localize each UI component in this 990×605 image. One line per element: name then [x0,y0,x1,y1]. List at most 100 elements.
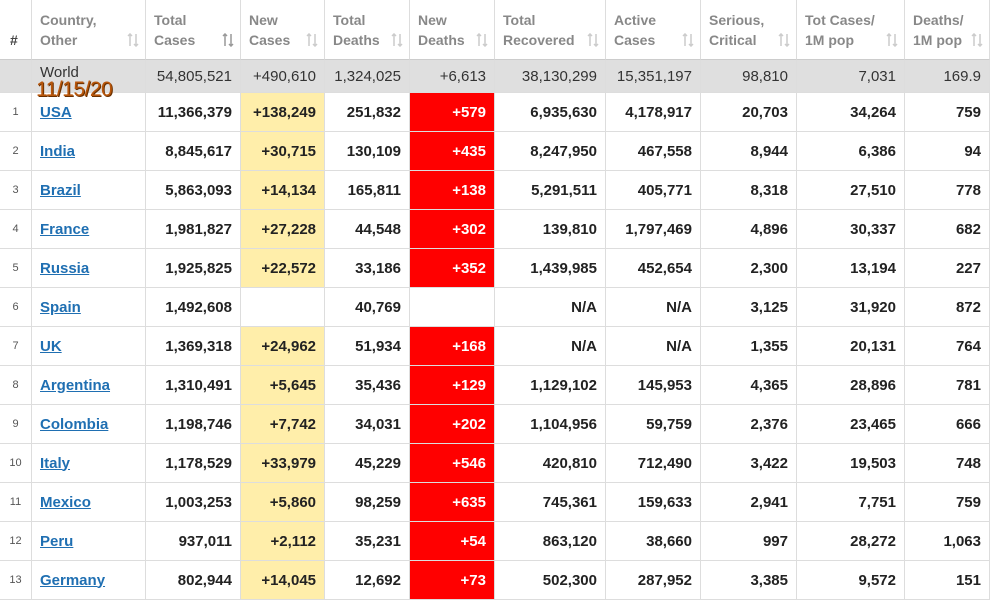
header-line: New [249,12,278,28]
table-cell: +168 [410,327,495,366]
table-cell: 7,751 [797,483,905,522]
table-cell: 8,247,950 [495,132,606,171]
table-cell [410,288,495,327]
table-cell: 1,492,608 [146,288,241,327]
table-cell: 778 [905,171,990,210]
country-link[interactable]: USA [40,103,72,121]
world-cell: +6,613 [410,60,495,93]
world-cell: 98,810 [701,60,797,93]
table-cell: 872 [905,288,990,327]
header-line: 1M pop [913,32,962,48]
column-header[interactable]: Total Deaths [325,0,410,60]
world-cell: +490,610 [241,60,325,93]
table-cell: 1,310,491 [146,366,241,405]
table-cell: 9,572 [797,561,905,600]
world-cell: 169.9 [905,60,990,93]
country-link[interactable]: Peru [40,532,74,550]
country-link[interactable]: Russia [40,259,90,277]
table-cell: 666 [905,405,990,444]
table-cell: 27,510 [797,171,905,210]
table-cell: 28,272 [797,522,905,561]
sort-icon [587,33,599,47]
header-line: Cases [249,32,291,48]
table-cell: 227 [905,249,990,288]
table-cell: 1,369,318 [146,327,241,366]
table-cell: +202 [410,405,495,444]
column-header[interactable]: Active Cases [606,0,701,60]
header-line: Serious, [709,12,765,28]
country-link[interactable]: India [40,142,76,160]
sort-icon [971,33,983,47]
country-link[interactable]: Germany [40,571,106,589]
country-link[interactable]: Argentina [40,376,111,394]
header-line: Country, [40,12,97,28]
country-link[interactable]: France [40,220,90,238]
country-cell: Mexico [32,483,146,522]
table-cell: 802,944 [146,561,241,600]
table-cell: 5,291,511 [495,171,606,210]
table-cell: 165,811 [325,171,410,210]
table-cell: 420,810 [495,444,606,483]
country-cell: France [32,210,146,249]
row-index: 12 [0,522,32,561]
table-cell: +30,715 [241,132,325,171]
row-index: 5 [0,249,32,288]
country-link[interactable]: Brazil [40,181,81,199]
table-cell: 4,178,917 [606,93,701,132]
table-cell: 781 [905,366,990,405]
sort-icon [391,33,403,47]
column-header[interactable]: New Deaths [410,0,495,60]
table-cell: +7,742 [241,405,325,444]
column-header[interactable]: Total Cases [146,0,241,60]
table-cell: 452,654 [606,249,701,288]
country-link[interactable]: UK [40,337,62,355]
table-cell: 98,259 [325,483,410,522]
column-header[interactable]: Tot Cases/1M pop [797,0,905,60]
sort-icon [476,33,488,47]
table-cell: 1,797,469 [606,210,701,249]
table-cell: +14,045 [241,561,325,600]
table-cell: 20,703 [701,93,797,132]
row-index: 9 [0,405,32,444]
table-cell: +138,249 [241,93,325,132]
sort-icon [886,33,898,47]
country-cell: Peru [32,522,146,561]
table-cell: +22,572 [241,249,325,288]
table-cell: 1,198,746 [146,405,241,444]
table-cell: 1,178,529 [146,444,241,483]
table-cell: 45,229 [325,444,410,483]
table-cell: 11,366,379 [146,93,241,132]
table-cell: 1,439,985 [495,249,606,288]
table-cell: 2,941 [701,483,797,522]
header-line: Active [614,12,657,28]
table-cell: +129 [410,366,495,405]
country-cell: UK [32,327,146,366]
column-header[interactable]: New Cases [241,0,325,60]
table-cell: +24,962 [241,327,325,366]
header-line: # [10,32,18,48]
header-line: Cases [154,32,196,48]
country-link[interactable]: Mexico [40,493,91,511]
table-cell: 937,011 [146,522,241,561]
table-cell: 251,832 [325,93,410,132]
table-cell: 44,548 [325,210,410,249]
column-header[interactable]: Total Recovered [495,0,606,60]
column-header[interactable]: Serious, Critical [701,0,797,60]
table-cell: 759 [905,483,990,522]
country-cell: Russia [32,249,146,288]
table-cell: 59,759 [606,405,701,444]
header-line: Other [40,32,78,48]
table-cell: 23,465 [797,405,905,444]
table-cell: 30,337 [797,210,905,249]
table-cell: 1,355 [701,327,797,366]
column-header[interactable]: Country, Other [32,0,146,60]
table-cell: 4,896 [701,210,797,249]
world-cell: 15,351,197 [606,60,701,93]
table-cell: 3,385 [701,561,797,600]
column-header[interactable]: Deaths/1M pop [905,0,990,60]
country-cell: Italy [32,444,146,483]
country-link[interactable]: Italy [40,454,71,472]
table-cell: 1,129,102 [495,366,606,405]
country-link[interactable]: Colombia [40,415,109,433]
country-link[interactable]: Spain [40,298,81,316]
